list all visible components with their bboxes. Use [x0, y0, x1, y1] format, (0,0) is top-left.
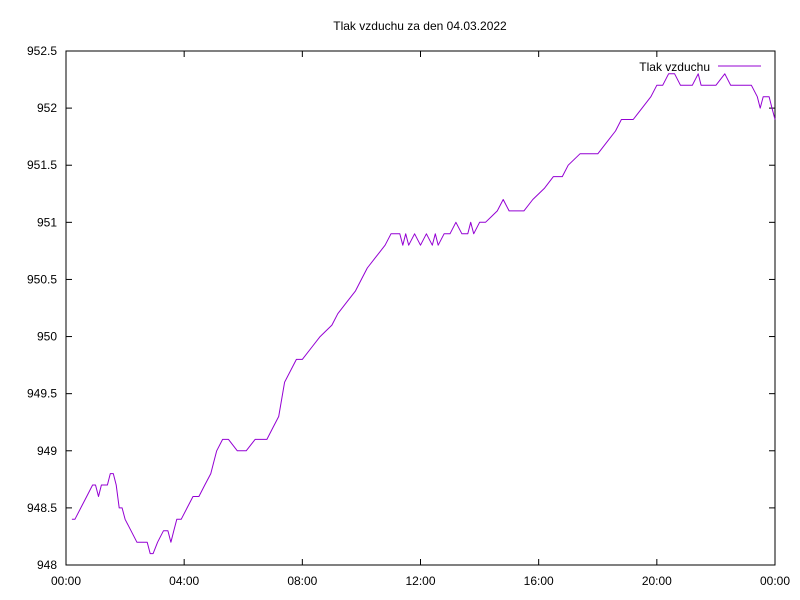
y-tick-label: 952 — [37, 101, 57, 115]
y-axis: 948 948.5 949 949.5 950 950.5 951 951.5 952 952.5 — [27, 44, 775, 572]
y-tick-label: 951 — [37, 215, 57, 229]
legend-label: Tlak vzduchu — [639, 60, 710, 74]
x-tick-label: 00:00 — [760, 574, 790, 588]
x-tick-label: 08:00 — [287, 574, 317, 588]
x-tick-label: 00:00 — [51, 574, 81, 588]
y-tick-label: 952.5 — [27, 44, 57, 58]
y-tick-label: 949.5 — [27, 387, 57, 401]
x-axis: 00:00 04:00 08:00 12:00 16:00 20:00 00:00 — [51, 51, 790, 588]
y-tick-label: 951.5 — [27, 158, 57, 172]
y-tick-label: 950 — [37, 330, 57, 344]
x-tick-label: 04:00 — [169, 574, 199, 588]
chart-title: Tlak vzduchu za den 04.03.2022 — [333, 19, 507, 33]
legend: Tlak vzduchu — [639, 60, 761, 74]
y-tick-label: 948.5 — [27, 501, 57, 515]
y-tick-label: 948 — [37, 558, 57, 572]
y-tick-label: 950.5 — [27, 272, 57, 286]
x-tick-label: 20:00 — [642, 574, 672, 588]
series-line — [71, 73, 776, 555]
series-layer — [71, 73, 776, 555]
y-tick-label: 949 — [37, 444, 57, 458]
x-tick-label: 16:00 — [524, 574, 554, 588]
x-tick-label: 12:00 — [405, 574, 435, 588]
